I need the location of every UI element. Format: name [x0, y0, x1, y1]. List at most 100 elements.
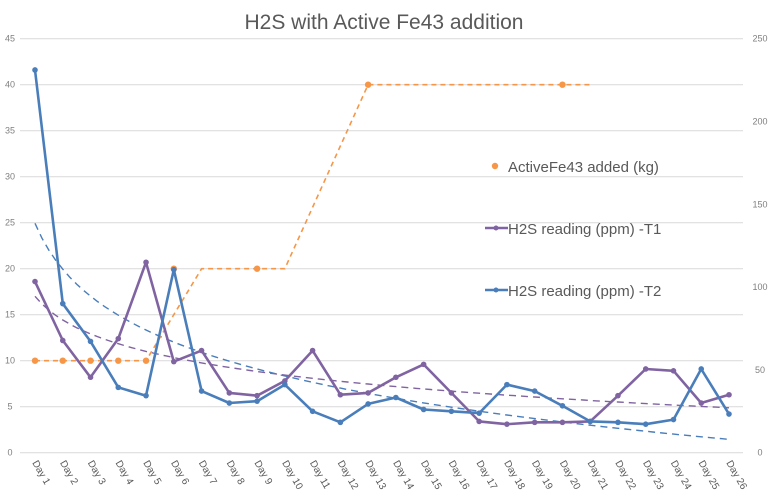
data-point-t2 [642, 421, 649, 427]
data-point-t2 [309, 408, 316, 415]
data-point-t2 [476, 410, 482, 416]
right-tick-label: 50 [755, 365, 765, 375]
data-point-activefe43 [87, 357, 94, 364]
right-axis: 0 50 100 150 200 250 [752, 34, 767, 458]
data-point-t1 [726, 391, 732, 398]
data-point-t1 [642, 366, 649, 372]
data-point-t1 [32, 278, 38, 285]
x-tick-label: Day 21 [585, 459, 611, 492]
left-tick-label: 25 [5, 218, 15, 228]
data-point-t1 [198, 347, 205, 354]
data-point-t1 [615, 392, 621, 399]
data-point-t1 [171, 358, 177, 365]
series-line-t1 [33, 261, 730, 426]
x-tick-label: Day 1 [29, 459, 52, 488]
data-point-t2 [531, 388, 538, 394]
data-point-t2 [282, 381, 288, 388]
data-point-t1 [531, 419, 538, 426]
data-point-t2 [254, 398, 260, 404]
trendline-t2 [34, 223, 730, 441]
data-point-t2 [504, 381, 510, 388]
legend-marker-activefe43 [491, 162, 499, 170]
left-tick-label: 10 [5, 356, 15, 366]
x-tick-label: Day 12 [335, 459, 361, 492]
data-point-t2 [171, 266, 177, 273]
x-tick-label: Day 3 [85, 459, 108, 488]
data-point-t1 [115, 335, 122, 342]
data-point-t1 [476, 418, 482, 425]
data-point-t1 [309, 347, 316, 354]
data-point-t2 [670, 416, 677, 423]
data-point-t1 [337, 391, 344, 398]
x-tick-label: Day 18 [501, 459, 527, 492]
legend-marker-t2 [493, 287, 499, 293]
left-axis: 0 5 10 15 20 25 30 35 40 45 [5, 34, 15, 458]
x-tick-label: Day 17 [474, 459, 500, 492]
data-point-t2 [393, 394, 399, 401]
x-tick-label: Day 26 [723, 459, 749, 492]
left-tick-label: 20 [5, 264, 15, 274]
x-tick-label: Day 11 [307, 459, 332, 492]
data-point-t1 [226, 390, 233, 396]
data-point-activefe43 [31, 357, 39, 364]
x-tick-label: Day 4 [113, 459, 136, 488]
data-point-t2 [559, 402, 566, 409]
data-point-t1 [393, 374, 399, 381]
legend-label-t2[interactable]: H2S reading (ppm) -T2 [508, 283, 661, 300]
left-tick-label: 5 [7, 402, 12, 412]
data-point-t2 [420, 406, 427, 413]
x-tick-label: Day 24 [668, 459, 694, 492]
data-point-t2 [615, 419, 621, 426]
data-point-t2 [87, 338, 94, 345]
legend: ActiveFe43 added (kg) H2S reading (ppm) … [485, 159, 661, 300]
chart-title: H2S with Active Fe43 addition [245, 11, 524, 34]
data-point-t2 [32, 67, 38, 73]
series [31, 67, 732, 427]
data-point-t1 [504, 421, 510, 427]
left-tick-label: 0 [7, 448, 12, 458]
right-tick-label: 250 [752, 34, 767, 44]
x-tick-label: Day 16 [446, 459, 472, 492]
right-tick-label: 200 [752, 117, 767, 127]
x-tick-label: Day 7 [196, 459, 219, 488]
data-point-t1 [559, 419, 566, 426]
data-point-t1 [365, 390, 371, 396]
x-tick-label: Day 14 [390, 459, 416, 492]
data-point-t1 [670, 368, 677, 374]
data-point-activefe43 [142, 357, 150, 364]
x-tick-label: Day 8 [224, 459, 247, 488]
data-point-activefe43 [115, 357, 122, 364]
x-tick-label: Day 6 [168, 459, 191, 488]
x-tick-label: Day 19 [529, 459, 555, 492]
data-point-t1 [143, 259, 149, 266]
left-tick-label: 35 [5, 126, 15, 136]
right-tick-label: 0 [757, 448, 762, 458]
x-tick-label: Day 23 [640, 459, 666, 492]
data-point-t1 [87, 374, 94, 381]
x-tick-label: Day 13 [363, 459, 389, 492]
legend-label-activefe43[interactable]: ActiveFe43 added (kg) [508, 159, 659, 176]
data-point-activefe43 [253, 265, 261, 272]
data-point-t1 [420, 361, 427, 368]
data-point-t1 [254, 392, 260, 399]
x-tick-label: Day 5 [140, 459, 163, 488]
data-point-activefe43 [364, 81, 372, 88]
data-point-t2 [198, 388, 205, 394]
data-point-t1 [59, 337, 66, 344]
data-point-t2 [337, 419, 344, 426]
x-tick-label: Day 25 [696, 459, 722, 492]
data-point-t2 [587, 418, 593, 425]
legend-label-t1[interactable]: H2S reading (ppm) -T1 [508, 221, 661, 238]
x-tick-label: Day 20 [557, 459, 583, 492]
x-tick-label: Day 15 [418, 459, 444, 492]
data-point-t2 [448, 408, 455, 415]
series-line-t2 [33, 69, 731, 426]
data-point-t2 [115, 384, 122, 391]
right-tick-label: 150 [752, 199, 767, 209]
left-tick-label: 30 [5, 172, 15, 182]
data-point-t2 [698, 366, 705, 372]
legend-marker-t1 [493, 225, 499, 231]
left-tick-label: 40 [5, 80, 15, 90]
data-point-t2 [143, 392, 149, 399]
